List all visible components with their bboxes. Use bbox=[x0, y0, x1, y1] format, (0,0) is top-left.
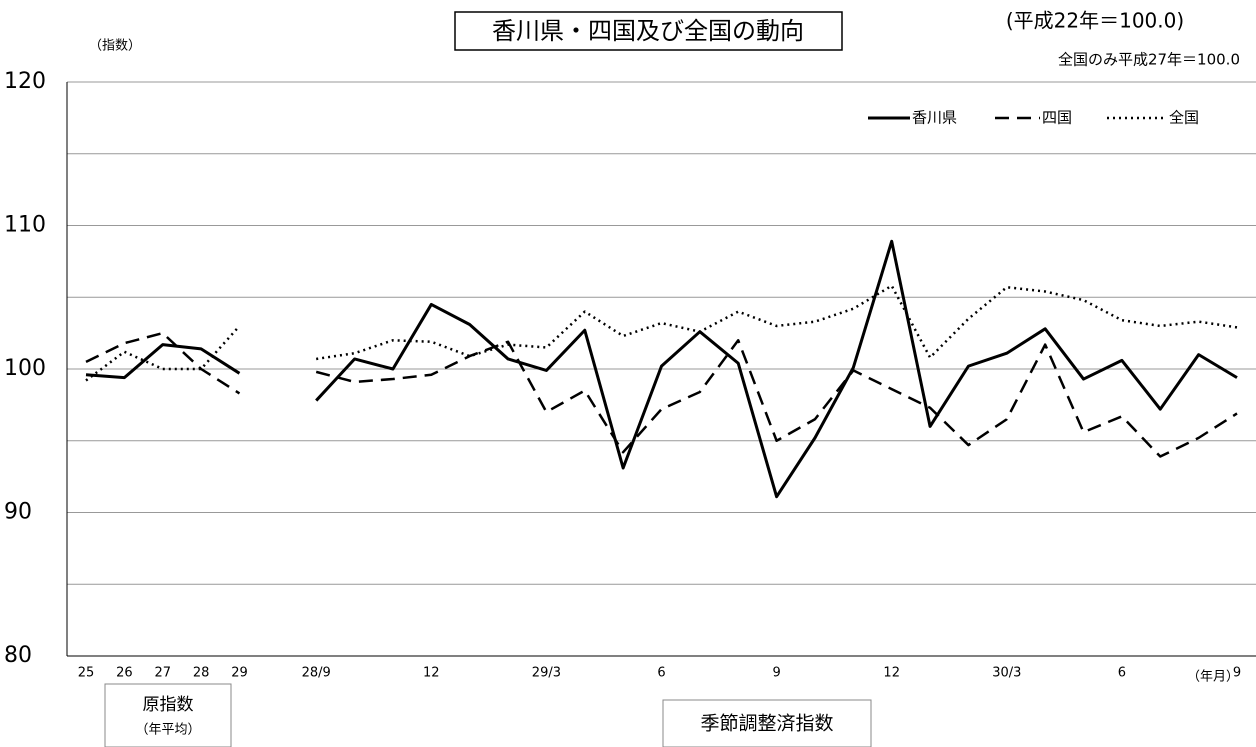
series-line bbox=[85, 331, 1238, 458]
x-tick-label: 26 bbox=[116, 666, 133, 681]
title-box bbox=[454, 11, 843, 51]
legend-label: 香川県 bbox=[912, 109, 957, 127]
legend-label: 四国 bbox=[1042, 109, 1072, 127]
x-axis-label: （年月） bbox=[1187, 670, 1239, 685]
x-tick-label: 29/3 bbox=[532, 666, 561, 681]
group-box bbox=[104, 683, 232, 747]
subtitle: (平成22年＝100.0) bbox=[1006, 9, 1184, 33]
y-tick-label: 110 bbox=[4, 213, 46, 238]
y-tick-label: 90 bbox=[4, 500, 32, 525]
x-tick-label: 9 bbox=[1233, 666, 1241, 681]
y-tick-label: 100 bbox=[4, 356, 46, 381]
y-axis-label: （指数） bbox=[89, 39, 141, 54]
series-line bbox=[85, 284, 1238, 382]
y-tick-label: 80 bbox=[4, 643, 32, 668]
group-label: 原指数 bbox=[143, 695, 194, 715]
group-box bbox=[662, 699, 872, 747]
chart-title: 香川県・四国及び全国の動向 bbox=[492, 17, 804, 45]
x-tick-label: 9 bbox=[772, 666, 780, 681]
x-tick-label: 29 bbox=[231, 666, 248, 681]
group-sublabel: （年平均） bbox=[135, 723, 200, 738]
x-tick-label: 6 bbox=[657, 666, 665, 681]
x-tick-label: 28 bbox=[193, 666, 210, 681]
x-tick-label: 27 bbox=[154, 666, 171, 681]
x-tick-label: 25 bbox=[78, 666, 95, 681]
x-tick-label: 12 bbox=[883, 666, 900, 681]
group-label: 季節調整済指数 bbox=[700, 713, 833, 735]
x-tick-label: 12 bbox=[423, 666, 440, 681]
y-tick-label: 120 bbox=[4, 69, 46, 94]
series-line bbox=[85, 239, 1238, 499]
legend-label: 全国 bbox=[1169, 109, 1199, 127]
x-tick-label: 30/3 bbox=[992, 666, 1021, 681]
x-tick-label: 28/9 bbox=[302, 666, 331, 681]
note: 全国のみ平成27年＝100.0 bbox=[1058, 51, 1240, 69]
x-tick-label: 6 bbox=[1118, 666, 1126, 681]
